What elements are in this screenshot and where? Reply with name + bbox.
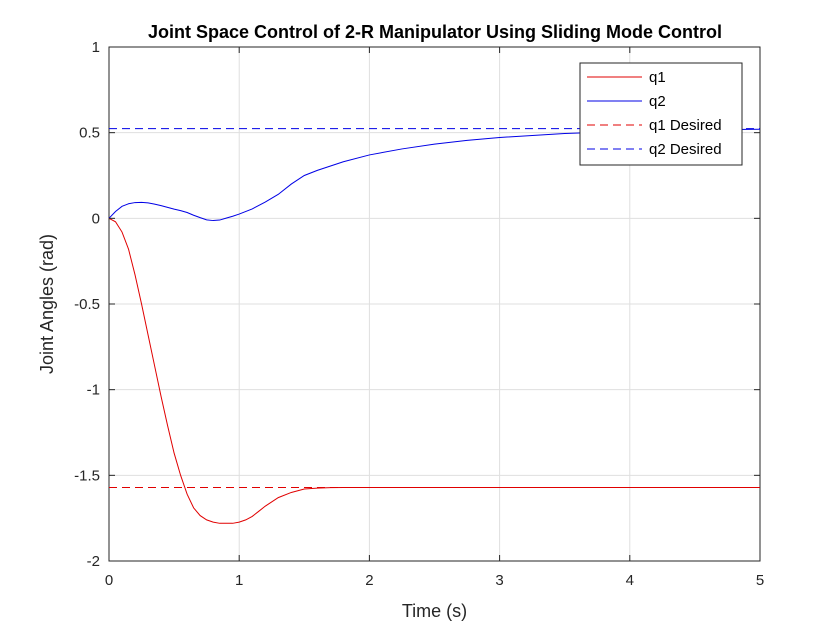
x-tick-label: 2 (365, 572, 373, 589)
y-tick-label: 0 (92, 210, 100, 227)
y-axis-label: Joint Angles (rad) (37, 234, 57, 374)
y-tick-label: 0.5 (79, 125, 100, 142)
y-tick-label: -1.5 (74, 467, 100, 484)
legend-label: q1 Desired (649, 117, 722, 134)
x-tick-label: 1 (235, 572, 243, 589)
legend-box (579, 62, 743, 166)
x-tick-label: 4 (626, 572, 634, 589)
x-tick-label: 5 (756, 572, 764, 589)
grid-lines (108, 46, 761, 562)
y-tick-label: -0.5 (74, 296, 100, 313)
x-axis-label: Time (s) (402, 601, 467, 621)
legend-label: q1 (649, 69, 666, 86)
legend-entries: q1 q2 q1 Desired q2 Desired (587, 69, 722, 158)
axis-ticks: 0 1 2 3 4 5 -2 -1.5 -1 -0.5 0 0.5 1 (74, 39, 764, 589)
series-line-q2 (108, 128, 761, 222)
legend-label: q2 Desired (649, 141, 722, 158)
legend: q1 q2 q1 Desired q2 Desired (579, 62, 743, 166)
y-tick-label: 1 (92, 39, 100, 56)
x-tick-label: 0 (105, 572, 113, 589)
x-tick-label: 3 (495, 572, 503, 589)
y-tick-label: -1 (87, 382, 100, 399)
chart-title: Joint Space Control of 2-R Manipulator U… (148, 22, 722, 42)
series-layer (108, 128, 761, 524)
legend-label: q2 (649, 93, 666, 110)
y-tick-label: -2 (87, 553, 100, 570)
